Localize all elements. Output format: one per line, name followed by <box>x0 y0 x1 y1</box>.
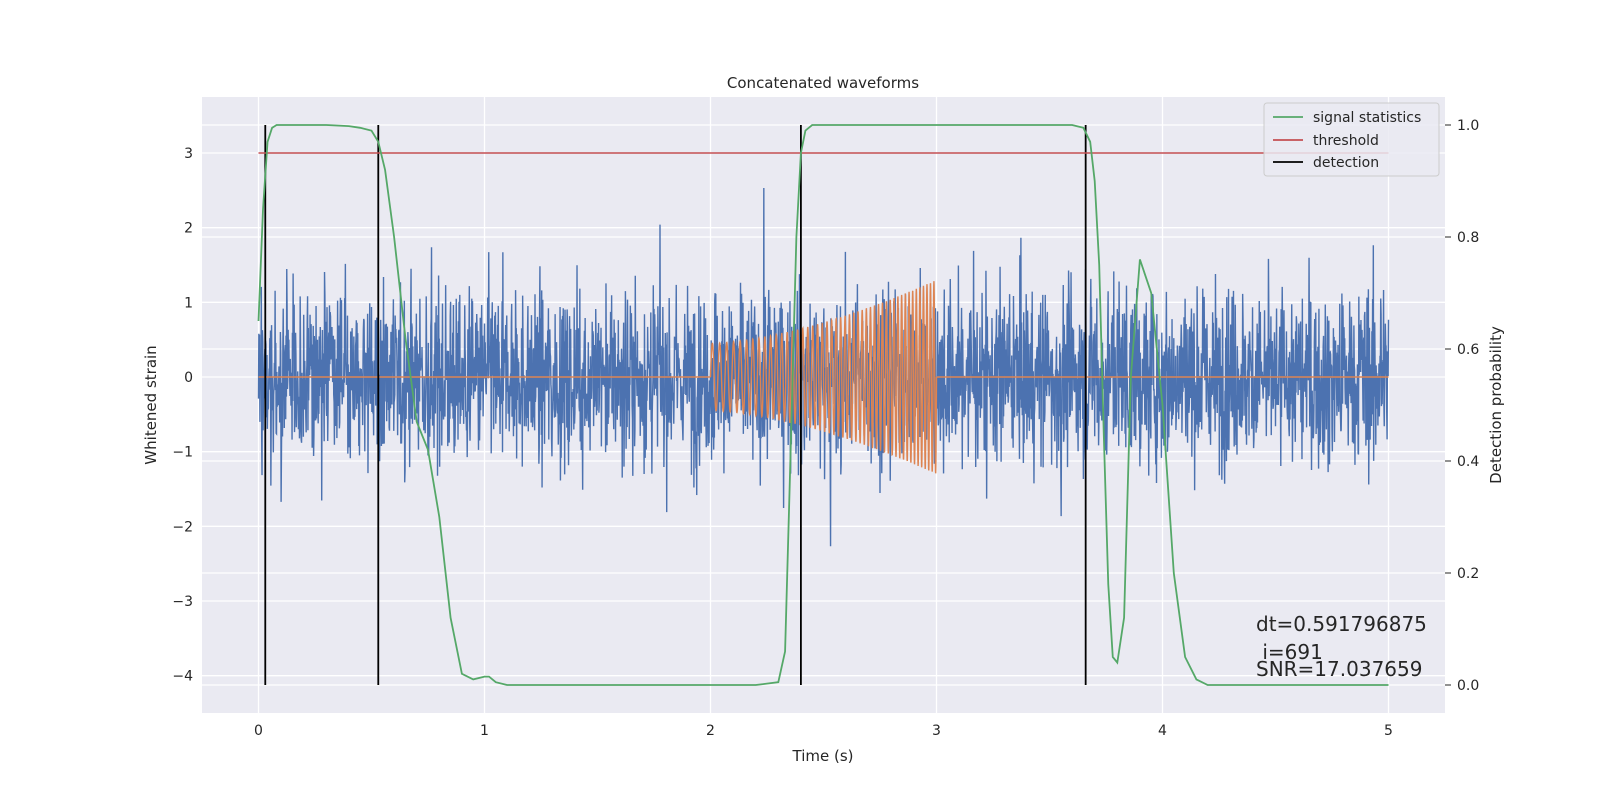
y2-tick-label: 1.0 <box>1457 118 1479 134</box>
y-axis-label: Whitened strain <box>142 345 160 464</box>
y-ticks: −4 −3 −2 −1 0 1 2 3 <box>172 146 193 685</box>
x-tick-label: 0 <box>254 723 263 739</box>
legend-box <box>1263 102 1440 177</box>
y2-tick-label: 0.0 <box>1457 678 1479 694</box>
x-tick-label: 2 <box>706 723 715 739</box>
y2-tick-label: 0.6 <box>1457 342 1479 358</box>
legend-detection-label: detection <box>1313 155 1379 171</box>
x-axis-label: Time (s) <box>792 747 854 765</box>
x-ticks: 0 1 2 3 4 5 <box>254 723 1393 739</box>
y2-tick-label: 0.4 <box>1457 454 1479 470</box>
y2-ticks: 0.0 0.2 0.4 0.6 0.8 1.0 <box>1445 118 1479 694</box>
y-tick-label: 1 <box>184 295 193 311</box>
y2-axis-label: Detection probability <box>1487 326 1505 484</box>
chart-title: Concatenated waveforms <box>727 74 919 92</box>
y2-tick-label: 0.2 <box>1457 566 1479 582</box>
y-tick-label: 3 <box>184 146 193 162</box>
annotation-snr: SNR=17.037659 <box>1256 657 1422 681</box>
annotation-i: i=691 <box>1256 640 1323 664</box>
y-tick-label: 2 <box>184 221 193 237</box>
y-tick-label: −1 <box>172 445 193 461</box>
legend: signal statistics threshold detection <box>1263 102 1440 177</box>
x-tick-label: 4 <box>1158 723 1167 739</box>
noisy-strain-line <box>257 188 1390 547</box>
y-tick-label: −4 <box>172 669 193 685</box>
detection-lines <box>264 125 1087 685</box>
annotation-dt: dt=0.591796875 <box>1256 612 1427 636</box>
legend-threshold-label: threshold <box>1313 133 1379 149</box>
injected-signal-line <box>709 281 938 474</box>
signal-statistics-line <box>257 124 1389 686</box>
x-tick-label: 5 <box>1384 723 1393 739</box>
y-tick-label: −2 <box>172 519 193 535</box>
x-tick-label: 3 <box>932 723 941 739</box>
x-tick-label: 1 <box>480 723 489 739</box>
y-tick-label: −3 <box>172 594 193 610</box>
y2-tick-label: 0.8 <box>1457 230 1479 246</box>
plot-area <box>257 124 1390 686</box>
y-tick-label: 0 <box>184 370 193 386</box>
legend-signal-statistics-label: signal statistics <box>1313 110 1421 126</box>
